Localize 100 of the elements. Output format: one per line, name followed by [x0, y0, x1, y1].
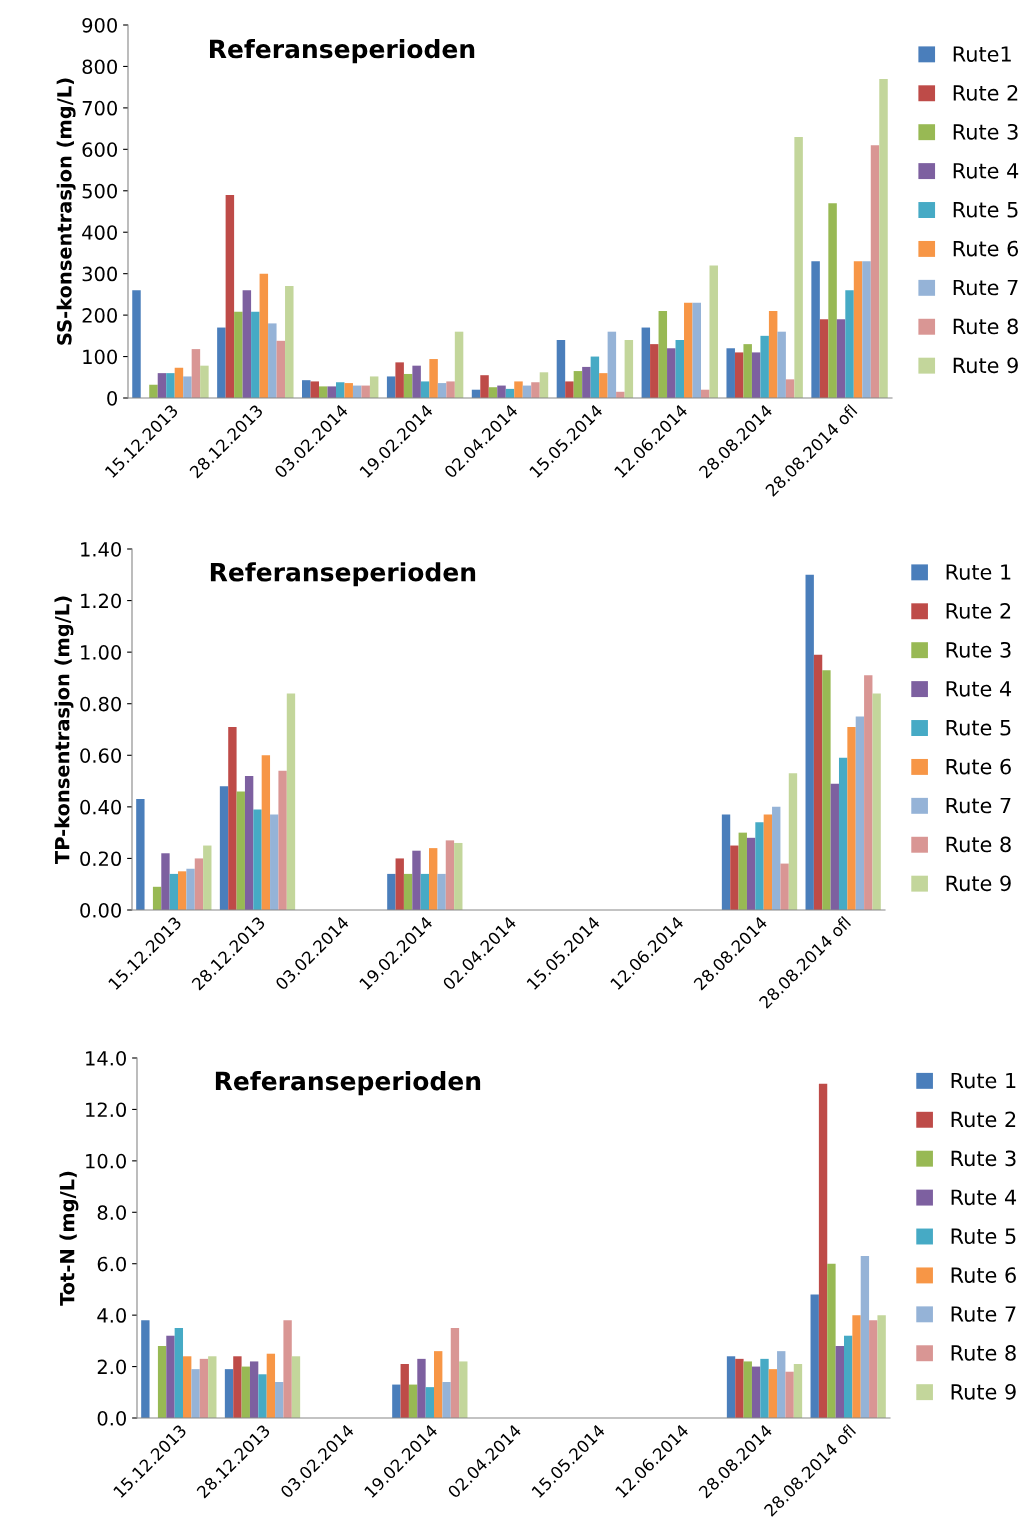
bar: [459, 1361, 468, 1418]
legend-label: Rute 6: [946, 758, 1011, 775]
legend-label: Rute 6: [951, 1267, 1016, 1283]
y-tick-label: 900: [82, 17, 117, 33]
legend-label: Rute 7: [953, 279, 1018, 296]
bar: [258, 1374, 267, 1418]
bar: [327, 386, 336, 398]
bar: [879, 78, 888, 398]
bar: [590, 356, 600, 398]
y-tick-label: 0.80: [80, 696, 121, 712]
bar: [395, 858, 404, 910]
y-tick-label: 12.0: [86, 1102, 126, 1118]
bar: [853, 261, 863, 398]
y-tick-label: 1.20: [81, 593, 121, 609]
bar: [191, 1369, 200, 1418]
bar: [234, 311, 243, 398]
bar: [157, 1346, 167, 1418]
bar: [174, 367, 184, 398]
bar: [429, 359, 438, 398]
bar: [641, 327, 651, 398]
y-tick-label: 700: [82, 100, 117, 116]
bar: [607, 331, 617, 398]
bar: [780, 863, 789, 910]
bar: [454, 842, 463, 910]
y-tick-label: 2.0: [97, 1359, 126, 1375]
bar: [539, 372, 549, 398]
bar: [335, 382, 345, 398]
bar: [721, 814, 731, 910]
bar: [794, 136, 803, 398]
bar: [217, 327, 226, 398]
bar: [852, 1315, 861, 1418]
bar: [726, 348, 735, 398]
bar: [514, 381, 523, 398]
legend-label: Rute 9: [953, 357, 1018, 374]
bar: [822, 670, 831, 910]
bar: [152, 886, 162, 910]
y-tick-label: 0.0: [97, 1410, 126, 1426]
bar: [275, 1382, 284, 1418]
y-tick-label: 100: [83, 349, 117, 365]
legend-label: Rute 5: [946, 720, 1011, 736]
y-tick-label: 1.40: [81, 541, 121, 557]
bar: [573, 371, 583, 398]
bar: [843, 1335, 853, 1418]
bar: [497, 385, 506, 398]
bar: [793, 1364, 803, 1418]
bar: [735, 1358, 744, 1418]
bar: [161, 853, 170, 910]
bar: [709, 265, 718, 398]
bar: [186, 868, 195, 910]
bar: [178, 871, 187, 910]
bar: [249, 1361, 259, 1418]
legend-label: Rute 5: [951, 1228, 1016, 1245]
bar: [760, 1358, 769, 1418]
bar: [408, 1384, 418, 1418]
bar: [251, 311, 260, 398]
y-tick-label: 600: [82, 142, 117, 157]
bar: [743, 344, 752, 398]
bar: [225, 194, 235, 398]
bar: [726, 1356, 736, 1418]
bar: [270, 814, 279, 910]
y-tick-label: 10.0: [86, 1153, 126, 1169]
bar: [480, 375, 489, 398]
bar: [599, 373, 608, 398]
bar: [836, 319, 846, 398]
bar: [877, 1315, 886, 1418]
y-tick-label: 0: [107, 390, 117, 406]
bar: [805, 574, 814, 910]
legend-label: Rute 8: [951, 1345, 1016, 1361]
bar: [191, 349, 201, 398]
bar: [684, 302, 693, 398]
bar: [302, 380, 311, 398]
legend-label: Rute 6: [953, 240, 1019, 257]
bar: [283, 1320, 292, 1418]
bar: [412, 850, 421, 910]
bar: [768, 1369, 778, 1418]
bar: [772, 806, 781, 910]
bar: [658, 310, 668, 398]
bar: [132, 290, 141, 398]
bar: [387, 873, 396, 910]
bar: [446, 381, 455, 398]
bar: [157, 373, 167, 398]
bar: [403, 373, 413, 398]
bar: [760, 335, 769, 398]
y-tick-label: 800: [82, 59, 117, 75]
bar: [183, 1356, 192, 1418]
bar: [434, 1351, 443, 1418]
bar: [310, 381, 319, 398]
bar: [194, 858, 204, 910]
bar: [429, 848, 438, 910]
bar: [136, 799, 145, 910]
bar: [869, 1320, 878, 1418]
bar: [743, 1361, 752, 1418]
legend-label: Rute 9: [951, 1383, 1016, 1400]
bar: [811, 261, 820, 398]
bar: [556, 339, 566, 398]
y-tick-label: 500: [82, 183, 117, 199]
bar: [242, 290, 252, 398]
bar: [417, 1358, 426, 1418]
bar: [667, 348, 676, 398]
legend-label: Rute 1: [951, 1072, 1016, 1089]
